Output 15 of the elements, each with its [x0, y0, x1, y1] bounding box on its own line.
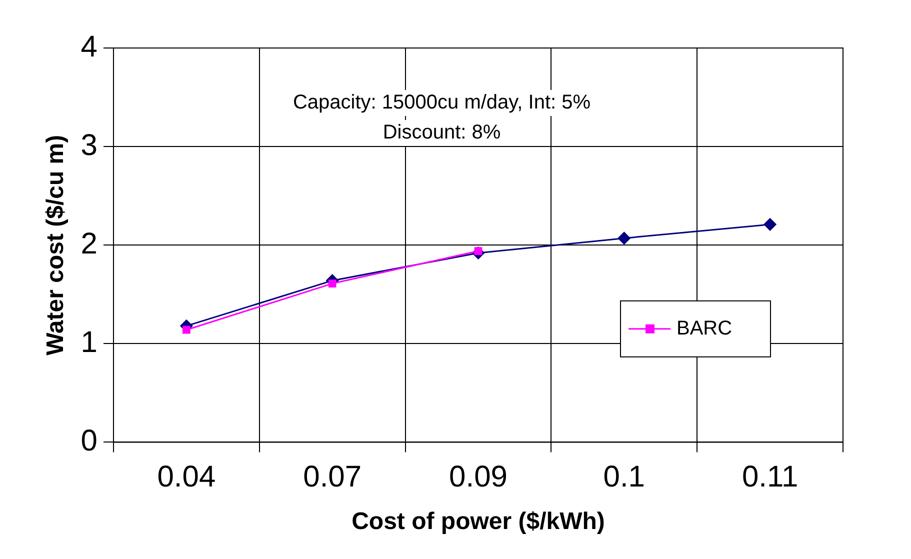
y-tick-label: 0: [80, 424, 98, 458]
annotation: Capacity: 15000cu m/day, Int: 5%: [292, 92, 591, 114]
y-tick-label: 3: [80, 128, 98, 162]
x-tick-label: 0.11: [742, 460, 798, 494]
legend-label: BARC: [676, 317, 732, 340]
y-axis-title: Water cost ($/cu m): [42, 134, 70, 356]
y-tick-label: 2: [80, 227, 98, 260]
y-tick-label: 1: [80, 326, 98, 359]
x-tick-label: 0.1: [603, 460, 646, 494]
x-tick-label: 0.04: [157, 460, 216, 494]
x-axis-title: Cost of power ($/kWh): [352, 508, 605, 536]
y-tick-label: 4: [80, 30, 98, 64]
x-tick-label: 0.07: [303, 460, 362, 494]
annotation: Discount: 8%: [382, 122, 501, 144]
x-tick-label: 0.09: [449, 460, 508, 494]
